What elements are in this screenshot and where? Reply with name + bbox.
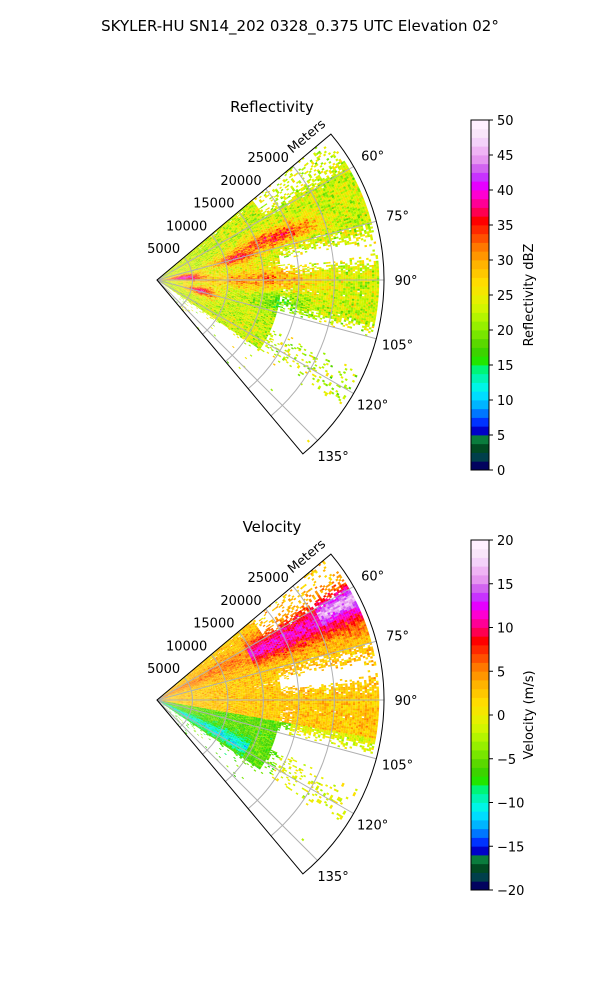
data-cell xyxy=(323,146,326,149)
data-cell xyxy=(237,215,239,217)
data-cell xyxy=(305,251,308,253)
data-cell xyxy=(357,233,360,235)
subplot-title: Reflectivity xyxy=(230,98,314,116)
data-cell xyxy=(336,151,339,154)
data-cell xyxy=(373,241,376,243)
figure-title: SKYLER-HU SN14_202 0328_0.375 UTC Elevat… xyxy=(101,17,499,36)
data-cell xyxy=(284,174,287,177)
data-cell xyxy=(300,184,303,187)
data-cell xyxy=(288,254,291,256)
data-cell xyxy=(326,158,329,161)
data-cell xyxy=(332,163,335,166)
data-cell xyxy=(331,238,334,240)
data-cell xyxy=(290,252,293,254)
data-cell xyxy=(311,247,314,249)
data-cell xyxy=(339,238,342,240)
data-cell xyxy=(302,247,305,249)
data-cell xyxy=(319,165,322,168)
data-field xyxy=(157,146,379,443)
data-cell xyxy=(309,170,312,173)
data-cell xyxy=(283,254,286,256)
data-cell xyxy=(271,199,274,201)
data-cell xyxy=(370,226,373,229)
data-cell xyxy=(371,230,374,233)
data-cell xyxy=(281,189,284,192)
data-cell xyxy=(339,241,342,243)
data-cell xyxy=(287,181,290,184)
data-cell xyxy=(265,191,268,194)
data-cell xyxy=(289,248,292,250)
data-cell xyxy=(323,162,326,165)
data-cell xyxy=(336,236,339,238)
data-cell xyxy=(259,196,262,198)
data-cell xyxy=(362,234,365,236)
data-cell xyxy=(277,183,280,186)
data-cell xyxy=(314,169,317,172)
data-cell xyxy=(284,193,287,196)
data-cell xyxy=(328,245,331,247)
data-cell xyxy=(335,158,338,161)
data-cell xyxy=(279,187,282,190)
data-cell xyxy=(287,193,290,196)
data-cell xyxy=(361,238,364,240)
data-cell xyxy=(296,185,299,188)
data-cell xyxy=(293,256,296,258)
data-cell xyxy=(358,237,361,239)
data-cell xyxy=(319,247,322,249)
data-cell xyxy=(301,172,304,175)
data-cell xyxy=(352,242,355,244)
data-cell xyxy=(324,151,327,154)
data-cell xyxy=(313,173,316,176)
data-cell xyxy=(284,256,287,258)
data-cell xyxy=(349,242,352,244)
data-cell xyxy=(280,191,283,194)
data-cell xyxy=(311,165,314,168)
data-cell xyxy=(328,152,331,155)
data-cell xyxy=(320,162,323,165)
data-cell xyxy=(279,183,282,186)
data-cell xyxy=(297,251,300,253)
data-cell xyxy=(369,244,372,246)
data-cell xyxy=(328,161,331,164)
data-cell xyxy=(363,239,366,241)
data-cell xyxy=(323,153,326,156)
data-cell xyxy=(357,244,360,246)
data-cell xyxy=(365,235,368,237)
data-cell xyxy=(326,248,329,250)
data-cell xyxy=(364,245,367,247)
data-cell xyxy=(310,168,313,171)
data-cell xyxy=(356,230,359,232)
data-cell xyxy=(316,244,319,246)
data-cell xyxy=(321,168,324,171)
data-cell xyxy=(298,168,301,171)
data-cell xyxy=(333,151,336,154)
data-cell xyxy=(286,188,289,191)
data-cell xyxy=(283,184,286,187)
